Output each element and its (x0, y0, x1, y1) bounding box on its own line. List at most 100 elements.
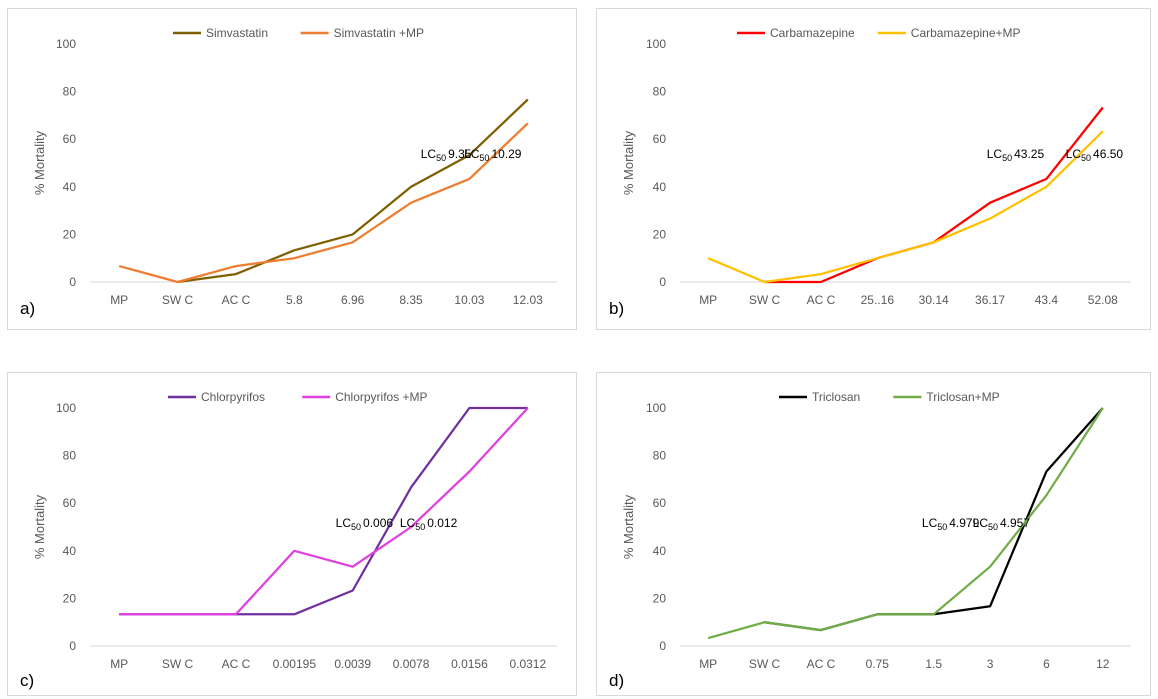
chart-panel-c: 0 20 40 60 80 100 % Mortality MP SW C AC C 0.00195… (7, 372, 577, 696)
x-tick-label: 10.03 (454, 293, 484, 307)
x-tick-label: AC C (222, 657, 251, 671)
x-tick-label: SW C (749, 293, 781, 307)
x-tick-label: 8.35 (399, 293, 423, 307)
x-tick-label: 0.00195 (273, 657, 317, 671)
series-line-0 (119, 406, 528, 616)
series-line-1 (118, 122, 529, 284)
legend-item: Simvastatin (173, 26, 268, 40)
x-tick-label: 43.4 (1035, 293, 1059, 307)
x-tick-label: AC C (807, 293, 836, 307)
x-tick-label: 6.96 (341, 293, 365, 307)
lc50-annotation: LC50 4.979 (922, 516, 980, 532)
x-tick-label: 52.08 (1088, 293, 1118, 307)
y-tick-label: 40 (653, 544, 667, 558)
y-tick-label: 40 (63, 180, 77, 194)
y-tick-label: 20 (653, 591, 667, 605)
x-tick-label: 5.8 (286, 293, 303, 307)
lc50-annotation: LC50 9.35 (421, 147, 472, 163)
legend-item: Triclosan+MP (893, 390, 1000, 404)
lc50-annotation: LC50 10.29 (464, 147, 522, 163)
x-tick-label: MP (699, 293, 717, 307)
legend-label: Chlorpyrifos +MP (335, 390, 427, 404)
chart-d-svg: 0 20 40 60 80 100 % Mortality MP SW C AC C 0.75 1.5… (621, 390, 1131, 671)
legend-label: Chlorpyrifos (201, 390, 265, 404)
series-line-0 (764, 106, 1104, 284)
series-line-1 (707, 130, 1104, 284)
y-tick-label: 100 (56, 37, 76, 51)
chart-c-svg: 0 20 40 60 80 100 % Mortality MP SW C AC C 0.00195… (32, 390, 557, 671)
y-tick-label: 60 (63, 132, 77, 146)
x-tick-label: MP (110, 293, 128, 307)
x-tick-label: AC C (222, 293, 251, 307)
y-tick-label: 80 (63, 449, 77, 463)
y-tick-label: 100 (56, 401, 76, 415)
x-tick-label: 0.0312 (509, 657, 546, 671)
x-tick-label: 25..16 (861, 293, 895, 307)
chart-panel-d: 0 20 40 60 80 100 % Mortality MP SW C AC C 0.75 1.5… (596, 372, 1151, 696)
x-tick-label: AC C (807, 657, 836, 671)
legend-label: Carbamazepine (770, 26, 855, 40)
legend-item: Chlorpyrifos (168, 390, 265, 404)
panel-label: c) (20, 671, 35, 690)
y-axis-title: % Mortality (32, 494, 47, 559)
legend-item: Simvastatin +MP (300, 26, 424, 40)
lc50-annotation: LC50 43.25 (987, 147, 1045, 163)
panel-label: b) (609, 299, 625, 318)
x-tick-label: 1.5 (925, 657, 942, 671)
y-axis-title: % Mortality (621, 494, 636, 559)
legend-item: Chlorpyrifos +MP (302, 390, 428, 404)
y-tick-label: 20 (63, 591, 77, 605)
chart-panel-a: 0 20 40 60 80 100 % Mortality MP SW C AC C 5.8 6.96… (7, 8, 577, 330)
lc50-annotation: LC50 0.006 (336, 516, 394, 532)
y-tick-label: 40 (653, 180, 667, 194)
legend-label: Simvastatin +MP (334, 26, 424, 40)
chart-a-svg: 0 20 40 60 80 100 % Mortality MP SW C AC C 5.8 6.96… (32, 26, 557, 307)
x-tick-label: 6 (1043, 657, 1050, 671)
legend-label: Simvastatin (206, 26, 268, 40)
y-tick-label: 0 (659, 275, 666, 289)
legend-item: Triclosan (779, 390, 860, 404)
x-tick-label: MP (699, 657, 717, 671)
y-axis-title: % Mortality (32, 130, 47, 195)
lc50-annotation: LC50 46.50 (1066, 147, 1124, 163)
panel-label: d) (609, 671, 625, 690)
y-tick-label: 80 (653, 449, 667, 463)
chart-panel-b: 0 20 40 60 80 100 % Mortality MP SW C AC C 25..16 3… (596, 8, 1151, 330)
panel-label: a) (20, 299, 36, 318)
y-axis-title: % Mortality (621, 130, 636, 195)
y-tick-label: 100 (646, 37, 666, 51)
lc50-annotation: LC50 0.012 (400, 516, 458, 532)
legend-label: Carbamazepine+MP (911, 26, 1021, 40)
series-line-0 (177, 98, 529, 284)
y-tick-label: 40 (63, 544, 77, 558)
series-line-1 (707, 407, 1104, 640)
legend-label: Triclosan (812, 390, 860, 404)
legend-item: Carbamazepine (737, 26, 855, 40)
x-tick-label: 0.75 (866, 657, 890, 671)
legend-item: Carbamazepine+MP (877, 26, 1021, 40)
x-tick-label: 3 (987, 657, 994, 671)
y-tick-label: 0 (69, 639, 76, 653)
y-tick-label: 0 (659, 639, 666, 653)
series-line-1 (119, 407, 529, 616)
x-tick-label: SW C (162, 657, 194, 671)
x-tick-label: 12.03 (513, 293, 543, 307)
x-tick-label: MP (110, 657, 128, 671)
x-tick-label: 12 (1096, 657, 1110, 671)
x-tick-label: SW C (162, 293, 194, 307)
x-tick-label: 0.0039 (334, 657, 371, 671)
y-tick-label: 80 (653, 85, 667, 99)
x-tick-label: 30.14 (919, 293, 949, 307)
x-tick-label: 0.0078 (393, 657, 430, 671)
y-tick-label: 20 (653, 227, 667, 241)
x-tick-label: SW C (749, 657, 781, 671)
lc50-annotation: LC50 4.957 (973, 516, 1031, 532)
y-tick-label: 20 (63, 227, 77, 241)
y-tick-label: 60 (63, 496, 77, 510)
y-tick-label: 0 (69, 275, 76, 289)
chart-b-svg: 0 20 40 60 80 100 % Mortality MP SW C AC C 25..16 3… (621, 26, 1131, 307)
y-tick-label: 60 (653, 496, 667, 510)
x-tick-label: 36.17 (975, 293, 1005, 307)
x-tick-label: 0.0156 (451, 657, 488, 671)
legend-label: Triclosan+MP (926, 390, 999, 404)
